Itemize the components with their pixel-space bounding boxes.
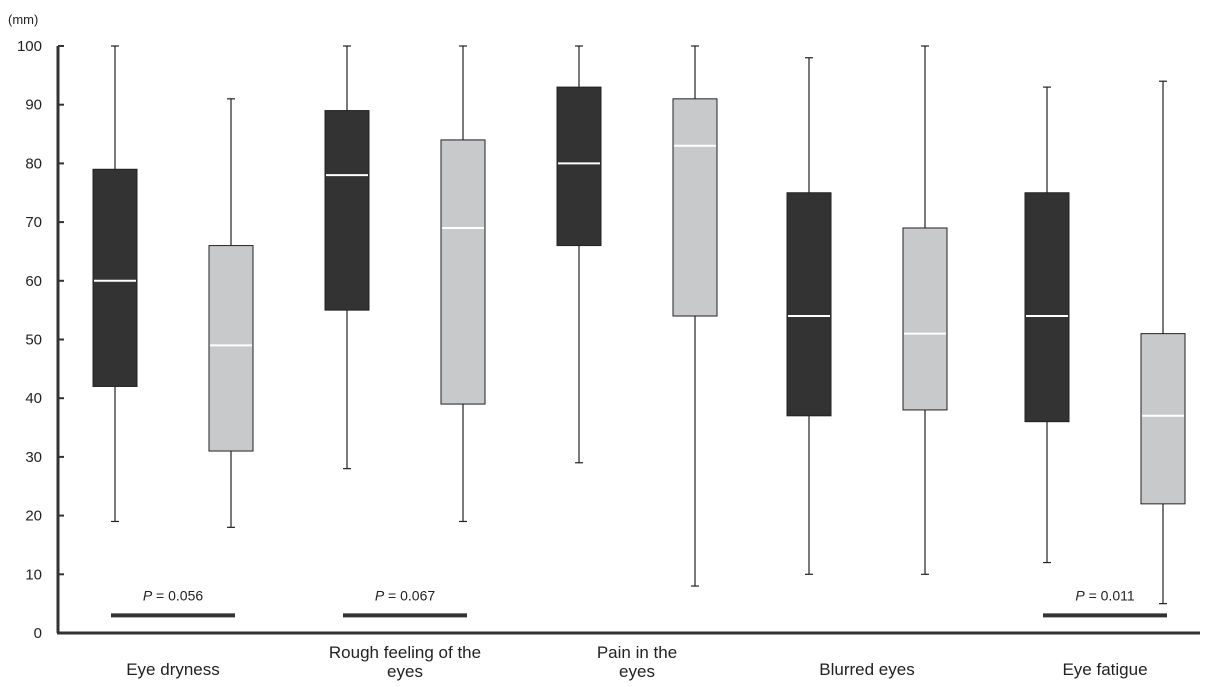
significance-label: P = 0.056 [143, 587, 204, 603]
box-plot-item [902, 45, 948, 575]
y-tick-label: 0 [34, 625, 42, 642]
y-tick-label: 50 [25, 332, 42, 349]
y-tick-label: 10 [25, 566, 42, 583]
y-tick-label: 20 [25, 508, 42, 525]
x-category-label-line: Rough feeling of the [329, 643, 481, 662]
y-tick-label: 60 [25, 273, 42, 290]
p-value: = 0.011 [1085, 587, 1135, 603]
box-plot-item [556, 45, 602, 464]
significance-label: P = 0.067 [375, 587, 436, 603]
y-axis-unit-label: (mm) [8, 12, 38, 27]
p-value: = 0.056 [152, 587, 203, 603]
p-symbol: P [143, 587, 153, 603]
box-rect [556, 86, 602, 247]
p-symbol: P [1075, 587, 1085, 603]
box-plot-item [440, 45, 486, 523]
p-symbol: P [375, 587, 385, 603]
y-tick-label: 70 [25, 214, 42, 231]
x-category-label-line: Blurred eyes [819, 660, 914, 679]
box-rect [672, 98, 718, 317]
x-category-label: Pain in the eyes [597, 643, 677, 681]
p-value: = 0.067 [384, 587, 435, 603]
y-tick-label: 40 [25, 390, 42, 407]
box-rect [786, 192, 832, 417]
x-category-label-line: Eye dryness [126, 660, 220, 679]
x-category-label: Eye fatigue [1062, 660, 1147, 679]
x-category-label: Blurred eyes [819, 660, 914, 679]
x-category-label-line: Pain in the [597, 643, 677, 662]
box-rect [324, 110, 370, 311]
y-tick-label: 90 [25, 97, 42, 114]
y-axis: 0 10 20 30 40 50 60 70 80 90 100 [17, 38, 64, 642]
box-rect [902, 227, 948, 411]
significance-annotations: P = 0.056 P = 0.067 P = 0.011 [111, 587, 1167, 618]
box-series-group [92, 45, 1186, 605]
box-plot-item [324, 45, 370, 470]
y-tick-label: 100 [17, 38, 42, 55]
box-plot-item [208, 98, 254, 528]
y-tick-label: 30 [25, 449, 42, 466]
y-tick-label: 80 [25, 155, 42, 172]
x-category-label-line: Eye fatigue [1062, 660, 1147, 679]
box-plot-item [786, 57, 832, 575]
box-rect [440, 139, 486, 405]
x-category-label: Eye dryness [126, 660, 220, 679]
box-plot-item [92, 45, 138, 523]
box-rect [92, 168, 138, 387]
box-plot-item [672, 45, 718, 587]
box-plot-item [1024, 86, 1070, 564]
box-plot-item [1140, 80, 1186, 605]
x-category-label-line: eyes [619, 662, 655, 681]
box-rect [208, 245, 254, 452]
x-category-label: Rough feeling of the eyes [329, 643, 481, 681]
significance-label: P = 0.011 [1075, 587, 1135, 603]
x-category-label-line: eyes [387, 662, 423, 681]
box-rect [1024, 192, 1070, 423]
box-rect [1140, 333, 1186, 505]
